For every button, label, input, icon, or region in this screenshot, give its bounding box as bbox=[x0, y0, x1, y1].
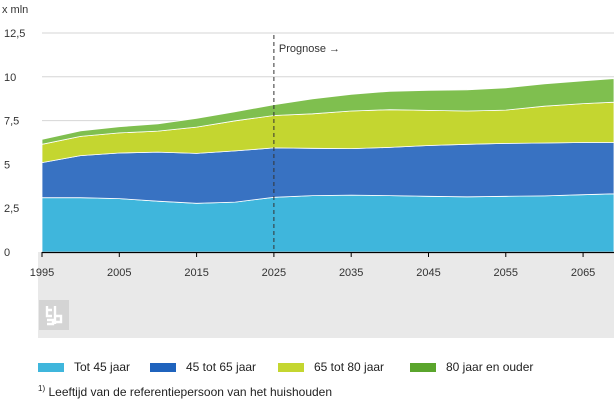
legend-item: Tot 45 jaar bbox=[38, 360, 130, 374]
y-tick-label: 0 bbox=[4, 247, 10, 259]
legend-swatch bbox=[150, 362, 176, 372]
footnote-marker: 1) bbox=[38, 384, 46, 393]
legend-item: 80 jaar en ouder bbox=[410, 360, 533, 374]
y-tick-label: 5 bbox=[4, 159, 10, 171]
x-tick-label: 2025 bbox=[262, 267, 286, 279]
area-80-jaar-en-ouder bbox=[41, 78, 614, 145]
legend-label: 65 tot 80 jaar bbox=[314, 360, 385, 374]
x-tick-label: 2005 bbox=[107, 267, 131, 279]
footnote-text: Leeftijd van de referentiepersoon van he… bbox=[48, 385, 333, 399]
prognose-annotation: Prognose → bbox=[273, 35, 340, 252]
chart-bottom-band bbox=[38, 252, 614, 338]
stacked-areas bbox=[41, 78, 614, 253]
footnote: 1) Leeftijd van de referentiepersoon van… bbox=[38, 384, 332, 399]
legend-swatch bbox=[410, 362, 436, 372]
legend-item: 45 tot 65 jaar bbox=[150, 360, 256, 374]
legend: Tot 45 jaar 45 tot 65 jaar 65 tot 80 jaar 8… bbox=[38, 360, 614, 378]
legend-label: Tot 45 jaar bbox=[74, 360, 131, 374]
y-tick-label: 12,5 bbox=[4, 28, 25, 40]
x-tick-label: 2055 bbox=[494, 267, 518, 279]
area-tot-45-jaar bbox=[41, 193, 614, 253]
y-tick-label: 2,5 bbox=[4, 203, 19, 215]
x-tick-label: 2045 bbox=[416, 267, 440, 279]
x-tick-label: 2015 bbox=[184, 267, 208, 279]
legend-swatch bbox=[278, 362, 304, 372]
axes: 1995 2005 2015 2025 2035 2045 2055 2065 bbox=[30, 251, 614, 279]
y-tick-label: 10 bbox=[4, 72, 16, 84]
x-tick-label: 2065 bbox=[571, 267, 595, 279]
legend-swatch bbox=[38, 362, 64, 372]
y-tick-label: 7,5 bbox=[4, 116, 19, 128]
y-axis-label: x mln bbox=[2, 4, 28, 16]
x-tick-label: 2035 bbox=[339, 267, 363, 279]
x-tick-label: 1995 bbox=[30, 267, 54, 279]
legend-label: 80 jaar en ouder bbox=[446, 360, 534, 374]
legend-label: 45 tot 65 jaar bbox=[186, 360, 257, 374]
prognose-label: Prognose → bbox=[279, 43, 340, 55]
legend-item: 65 tot 80 jaar bbox=[278, 360, 384, 374]
cbs-logo-icon bbox=[39, 300, 69, 330]
